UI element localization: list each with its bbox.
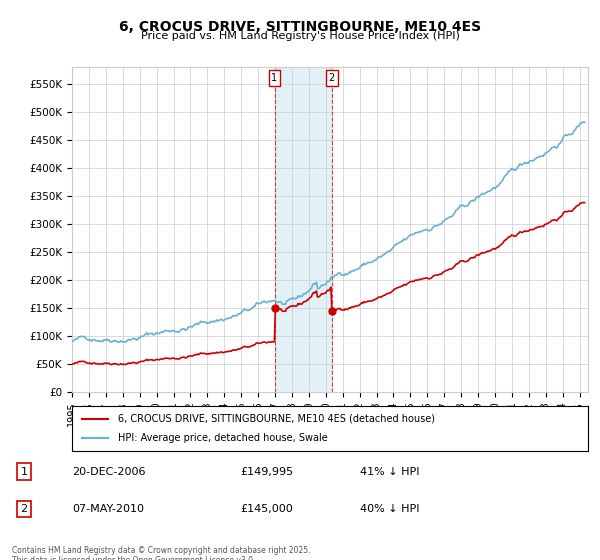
Text: 41% ↓ HPI: 41% ↓ HPI bbox=[360, 467, 419, 477]
Bar bbox=[275, 67, 332, 392]
Text: 6, CROCUS DRIVE, SITTINGBOURNE, ME10 4ES (detached house): 6, CROCUS DRIVE, SITTINGBOURNE, ME10 4ES… bbox=[118, 413, 436, 423]
Text: HPI: Average price, detached house, Swale: HPI: Average price, detached house, Swal… bbox=[118, 433, 328, 444]
Text: 07-MAY-2010: 07-MAY-2010 bbox=[72, 504, 144, 514]
Text: £145,000: £145,000 bbox=[240, 504, 293, 514]
Text: 6, CROCUS DRIVE, SITTINGBOURNE, ME10 4ES: 6, CROCUS DRIVE, SITTINGBOURNE, ME10 4ES bbox=[119, 20, 481, 34]
Text: 40% ↓ HPI: 40% ↓ HPI bbox=[360, 504, 419, 514]
Text: 1: 1 bbox=[20, 467, 28, 477]
Text: 2: 2 bbox=[20, 504, 28, 514]
Text: 2: 2 bbox=[329, 73, 335, 83]
Text: £149,995: £149,995 bbox=[240, 467, 293, 477]
Text: 20-DEC-2006: 20-DEC-2006 bbox=[72, 467, 146, 477]
Text: Contains HM Land Registry data © Crown copyright and database right 2025.
This d: Contains HM Land Registry data © Crown c… bbox=[12, 546, 311, 560]
Text: Price paid vs. HM Land Registry's House Price Index (HPI): Price paid vs. HM Land Registry's House … bbox=[140, 31, 460, 41]
Text: 1: 1 bbox=[271, 73, 278, 83]
